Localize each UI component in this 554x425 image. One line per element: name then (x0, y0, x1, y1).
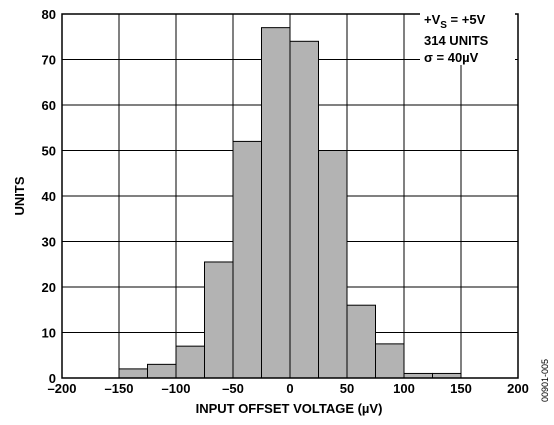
y-tick-label: 80 (42, 7, 56, 22)
figure-code: 00901-005 (540, 359, 550, 402)
plot-frame (61, 13, 519, 379)
y-tick-label: 70 (42, 53, 56, 68)
x-tick-label: 200 (507, 381, 529, 396)
annotation-background (420, 10, 515, 65)
annotation-supply: +VS = +5V (424, 12, 486, 31)
x-tick-label: 50 (340, 381, 354, 396)
histogram-bar (375, 343, 405, 379)
annotation-units: 314 UNITS (424, 33, 489, 48)
y-tick-label: 30 (42, 235, 56, 250)
histogram-bar (261, 27, 291, 379)
y-tick-label: 10 (42, 326, 56, 341)
x-tick-label: 0 (286, 381, 293, 396)
histogram-bar (175, 345, 205, 379)
histogram-bar (346, 304, 376, 379)
y-axis-title: UNITS (12, 176, 27, 215)
histogram-bar (232, 140, 262, 379)
histogram-bars (118, 27, 462, 379)
y-tick-labels: 0 10 20 30 40 50 60 70 80 (42, 7, 56, 386)
x-tick-label: –100 (162, 381, 191, 396)
histogram-bar (289, 40, 319, 379)
annotation-sigma: σ = 40µV (424, 50, 479, 65)
histogram-bar (204, 261, 234, 379)
x-tick-label: 100 (393, 381, 415, 396)
x-tick-label: 150 (450, 381, 472, 396)
x-tick-label: –50 (222, 381, 244, 396)
y-tick-label: 20 (42, 280, 56, 295)
histogram-bar (147, 363, 177, 379)
histogram-bar (318, 150, 348, 379)
y-tick-label: 50 (42, 144, 56, 159)
x-tick-labels: –200 –150 –100 –50 0 50 100 150 200 (48, 381, 529, 396)
x-tick-label: –200 (48, 381, 77, 396)
y-tick-label: 60 (42, 98, 56, 113)
y-tick-label: 0 (49, 371, 56, 386)
x-axis-title: INPUT OFFSET VOLTAGE (µV) (196, 401, 383, 416)
x-tick-label: –150 (105, 381, 134, 396)
annotation-box: +VS = +5V 314 UNITS σ = 40µV (420, 10, 515, 65)
histogram-bar (118, 368, 148, 379)
y-tick-label: 40 (42, 189, 56, 204)
